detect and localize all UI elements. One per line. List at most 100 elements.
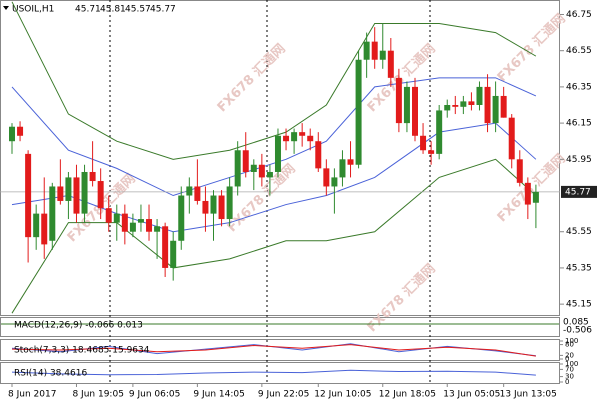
candle-body [307, 135, 314, 142]
candle-body [412, 86, 418, 136]
last-price-box [561, 185, 597, 198]
stoch-tick-label: 20 [565, 351, 574, 359]
header-close: 45.77 [150, 5, 176, 15]
y-tick-label: 46.75 [566, 10, 592, 20]
candle-body [476, 86, 483, 105]
candle-body [258, 164, 265, 178]
rsi-frame [0, 362, 560, 384]
candle-body [420, 135, 427, 151]
candle-body [146, 219, 153, 232]
stoch-tick-label: 0 [565, 355, 569, 363]
candle-body [65, 177, 72, 201]
candle-body [291, 132, 298, 142]
candle-body [41, 213, 48, 245]
y-tick-label: 45.95 [566, 155, 592, 165]
stoch-tick-label: 80 [565, 341, 574, 349]
candle-body [436, 110, 443, 154]
candle-body [299, 132, 306, 136]
candle-body [250, 164, 257, 172]
candle-body [524, 182, 531, 205]
candle-body [25, 153, 32, 238]
candle-body [57, 186, 64, 201]
candle-body [9, 126, 15, 142]
x-tick-label: 13 Jun 13:05 [500, 390, 557, 400]
main-frame [0, 0, 560, 316]
macd-frame [0, 317, 560, 337]
candle-body [242, 150, 249, 172]
band-line [11, 77, 537, 197]
y-tick-label: 46.15 [566, 119, 592, 129]
candle-body [484, 86, 491, 124]
candle-body [347, 159, 354, 165]
candle-body [532, 191, 539, 203]
candle-body [210, 195, 217, 214]
band-line [11, 158, 537, 314]
candle-body [202, 200, 209, 214]
candle-body [121, 213, 128, 232]
candle-body [339, 159, 346, 178]
x-tick-label: 8 Jun 19:05 [72, 390, 123, 400]
candle-body [371, 41, 378, 60]
stoch-frame [0, 339, 560, 361]
candle-body [379, 50, 386, 60]
candle-body [218, 195, 225, 220]
candle-body [170, 240, 177, 268]
candle-body [468, 101, 475, 105]
rsi-tick-label: 70 [565, 365, 574, 373]
candle-body [105, 208, 112, 223]
candle-body [154, 226, 161, 232]
candle-body [194, 186, 201, 201]
candle-body [355, 59, 362, 165]
stoch-label: Stoch(7,3,3) 18.4685 15.9634 [14, 346, 150, 356]
candle-body [331, 177, 338, 187]
candle-body [113, 213, 120, 223]
header-high: 45.81 [100, 5, 126, 15]
candle-body [428, 150, 435, 154]
candle-body [33, 213, 40, 238]
candle-body [403, 86, 410, 124]
candle-body [444, 105, 451, 111]
last-price-label: 45.77 [565, 187, 591, 197]
candle-body [137, 219, 144, 223]
y-tick-label: 45.15 [566, 300, 592, 310]
candle-body [162, 226, 169, 268]
candle-body [17, 126, 24, 136]
candle-body [73, 177, 80, 214]
candle-body [283, 135, 290, 142]
x-tick-label: 9 Jun 06:05 [129, 390, 180, 400]
candle-body [492, 95, 499, 124]
rsi-label: RSI(14) 38.4616 [14, 369, 87, 379]
candle-body [266, 171, 273, 178]
candle-body [274, 135, 281, 172]
candle-body [49, 186, 56, 241]
x-tick-label: 13 Jun 05:05 [443, 390, 500, 400]
x-tick-label: 12 Jun 18:05 [379, 390, 436, 400]
rsi-tick-label: 100 [565, 360, 578, 368]
stoch-line [11, 344, 536, 357]
candle-body [395, 77, 402, 124]
candle-body [234, 150, 241, 187]
candle-body [516, 159, 523, 183]
candle-body [315, 141, 322, 169]
candle-body [226, 186, 233, 220]
candle-body [452, 105, 459, 107]
candle-body [363, 41, 370, 60]
candle-body [508, 117, 515, 160]
menu-arrow[interactable] [3, 6, 9, 10]
y-tick-label: 45.35 [566, 263, 592, 273]
candle-body [460, 101, 467, 107]
candle-body [387, 50, 394, 78]
x-tick-label: 12 Jun 10:05 [314, 390, 371, 400]
x-tick-label: 8 Jun 2017 [8, 390, 56, 400]
header-low: 45.57 [125, 5, 151, 15]
candle-body [178, 195, 185, 241]
candle-body [129, 222, 136, 232]
candle-body [97, 181, 104, 209]
candle-body [323, 168, 330, 187]
candle-body [186, 186, 193, 196]
candle-body [81, 171, 88, 214]
stoch-tick-label: 100 [565, 337, 578, 345]
header-open: 45.71 [75, 5, 101, 15]
candle-body [500, 95, 507, 118]
